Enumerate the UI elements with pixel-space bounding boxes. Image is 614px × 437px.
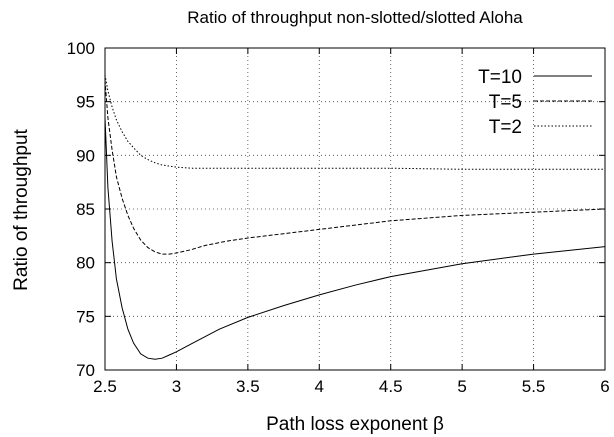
legend-item: T=2 <box>489 117 592 138</box>
legend-label: T=10 <box>478 67 522 88</box>
y-tick-label: 90 <box>76 146 95 165</box>
y-tick-label: 70 <box>76 361 95 380</box>
y-tick-label: 80 <box>76 254 95 273</box>
x-tick-label: 4 <box>315 377 324 396</box>
axis-ticks: 2.5 3 3.5 4 4.5 5 5.5 6 70 75 80 85 90 95 100 <box>67 39 610 396</box>
x-tick-label: 3.5 <box>236 377 260 396</box>
y-tick-label: 85 <box>76 200 95 219</box>
y-tick-label: 75 <box>76 307 95 326</box>
legend-label: T=2 <box>489 117 522 138</box>
x-tick-label: 4.5 <box>379 377 403 396</box>
y-axis-label: Ratio of throughput <box>11 128 32 290</box>
x-tick-label: 2.5 <box>93 377 117 396</box>
chart-title: Ratio of throughput non-slotted/slotted … <box>187 8 523 27</box>
legend: T=10 T=5 T=2 <box>478 67 592 138</box>
series-line-t-5 <box>104 80 606 255</box>
y-tick-label: 100 <box>67 39 95 58</box>
x-tick-label: 5.5 <box>522 377 546 396</box>
grid <box>105 48 605 370</box>
x-tick-label: 5 <box>457 377 466 396</box>
y-tick-label: 95 <box>76 93 95 112</box>
legend-item: T=5 <box>489 92 592 113</box>
legend-item: T=10 <box>478 67 592 88</box>
x-tick-label: 3 <box>172 377 181 396</box>
x-tick-label: 6 <box>600 377 609 396</box>
series-line-t-10 <box>104 117 606 360</box>
x-axis-label: Path loss exponent β <box>266 414 444 435</box>
series-lines <box>104 74 606 360</box>
legend-label: T=5 <box>489 92 522 113</box>
series-line-t-2 <box>104 74 605 170</box>
